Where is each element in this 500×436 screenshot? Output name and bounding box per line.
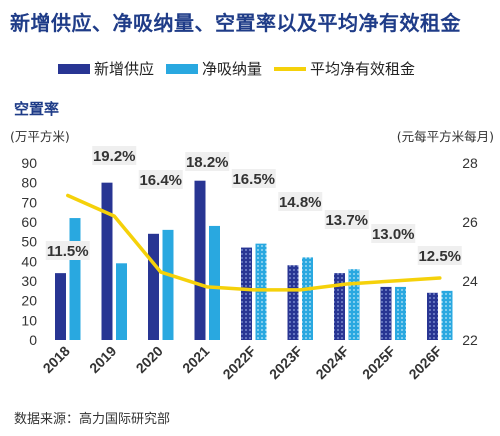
rent-line-path [66, 193, 442, 292]
vacancy-label-bg [231, 169, 276, 188]
x-axis-tick-label: 2025F [359, 342, 399, 382]
bar-supply [241, 247, 252, 340]
left-axis-tick-label: 90 [21, 155, 37, 171]
left-axis-unit: (万平方米) [10, 129, 70, 144]
vacancy-label-bg [371, 224, 416, 243]
bar-absorption [116, 263, 127, 340]
vacancy-label-bg [45, 241, 90, 260]
bar-absorption [348, 269, 360, 340]
left-axis-tick-label: 30 [21, 273, 37, 289]
vacancy-rate-label: 空置率 [14, 100, 60, 118]
bar-supply [334, 273, 345, 340]
left-axis-tick-label: 50 [21, 234, 37, 250]
left-axis-tick-label: 60 [21, 214, 37, 230]
left-axis-tick-label: 10 [21, 312, 37, 328]
bar-absorption [441, 290, 453, 340]
x-axis-tick-label: 2023F [266, 342, 306, 382]
legend-swatch-absorption [166, 63, 199, 74]
vacancy-label-bg [278, 192, 323, 211]
left-axis-tick-label: 0 [29, 332, 37, 348]
bar-supply [101, 182, 113, 340]
bar-supply [194, 180, 206, 340]
vacancy-rate-value: 13.7% [325, 212, 368, 229]
vacancy-rate-value: 11.5% [47, 243, 89, 260]
legend-label-rent: 平均净有效租金 [310, 60, 416, 78]
vacancy-rate-value: 16.5% [232, 171, 275, 188]
legend-swatch-rent [274, 66, 307, 71]
right-axis-unit: (元每平方米每月) [396, 129, 494, 144]
vacancy-rate-value: 14.8% [279, 194, 322, 211]
right-axis-tick-label: 22 [462, 332, 478, 348]
left-axis-tick-label: 40 [21, 253, 37, 269]
x-axis-tick-label: 2021 [179, 343, 212, 376]
legend-label-absorption: 净吸纳量 [202, 60, 263, 78]
bar-absorption [302, 257, 313, 340]
legend-swatch-supply [58, 63, 90, 74]
legend-item-absorption: 净吸纳量 [166, 58, 262, 79]
vacancy-rate-value: 16.4% [139, 172, 182, 189]
right-axis-tick-label: 28 [462, 155, 478, 171]
bar-supply [380, 286, 392, 340]
vacancy-label-bg [138, 170, 183, 189]
left-axis-tick-label: 70 [21, 194, 37, 210]
x-axis-tick-label: 2020 [133, 343, 166, 376]
vacancy-label-bg [417, 246, 462, 265]
vacancy-label-bg [92, 146, 137, 165]
source-note: 数据来源：高力国际研究部 [14, 412, 171, 427]
bar-absorption [209, 225, 220, 340]
bar-supply [287, 265, 299, 340]
right-axis-tick-label: 26 [462, 214, 478, 230]
legend: 新增供应 净吸纳量 平均净有效租金 [58, 58, 427, 79]
bar-supply [427, 292, 438, 340]
bar-absorption [395, 286, 406, 340]
x-axis-tick-label: 2018 [40, 343, 73, 376]
bar-absorption [162, 229, 174, 340]
vacancy-rate-value: 19.2% [93, 148, 136, 165]
vacancy-rate-value: 12.5% [418, 248, 461, 265]
bar-absorption [255, 243, 267, 340]
chart-title: 新增供应、净吸纳量、空置率以及平均净有效租金 [10, 11, 461, 35]
vacancy-rate-value: 13.0% [372, 226, 415, 243]
legend-label-supply: 新增供应 [94, 60, 155, 78]
left-axis-tick-label: 20 [21, 293, 37, 309]
x-axis-tick-label: 2026F [405, 342, 445, 382]
bar-absorption [69, 218, 81, 340]
legend-item-rent: 平均净有效租金 [274, 58, 415, 79]
legend-item-supply: 新增供应 [58, 58, 154, 79]
vacancy-label-bg [324, 210, 369, 229]
vacancy-label-bg [185, 152, 230, 171]
vacancy-rate-value: 18.2% [186, 154, 229, 171]
x-axis-tick-label: 2024F [312, 342, 352, 382]
bar-supply [148, 233, 159, 340]
right-axis-tick-label: 24 [462, 273, 478, 289]
left-axis-tick-label: 80 [21, 175, 37, 191]
x-axis-tick-label: 2019 [86, 343, 119, 376]
bar-supply [55, 273, 66, 340]
x-axis-tick-label: 2022F [219, 342, 259, 382]
